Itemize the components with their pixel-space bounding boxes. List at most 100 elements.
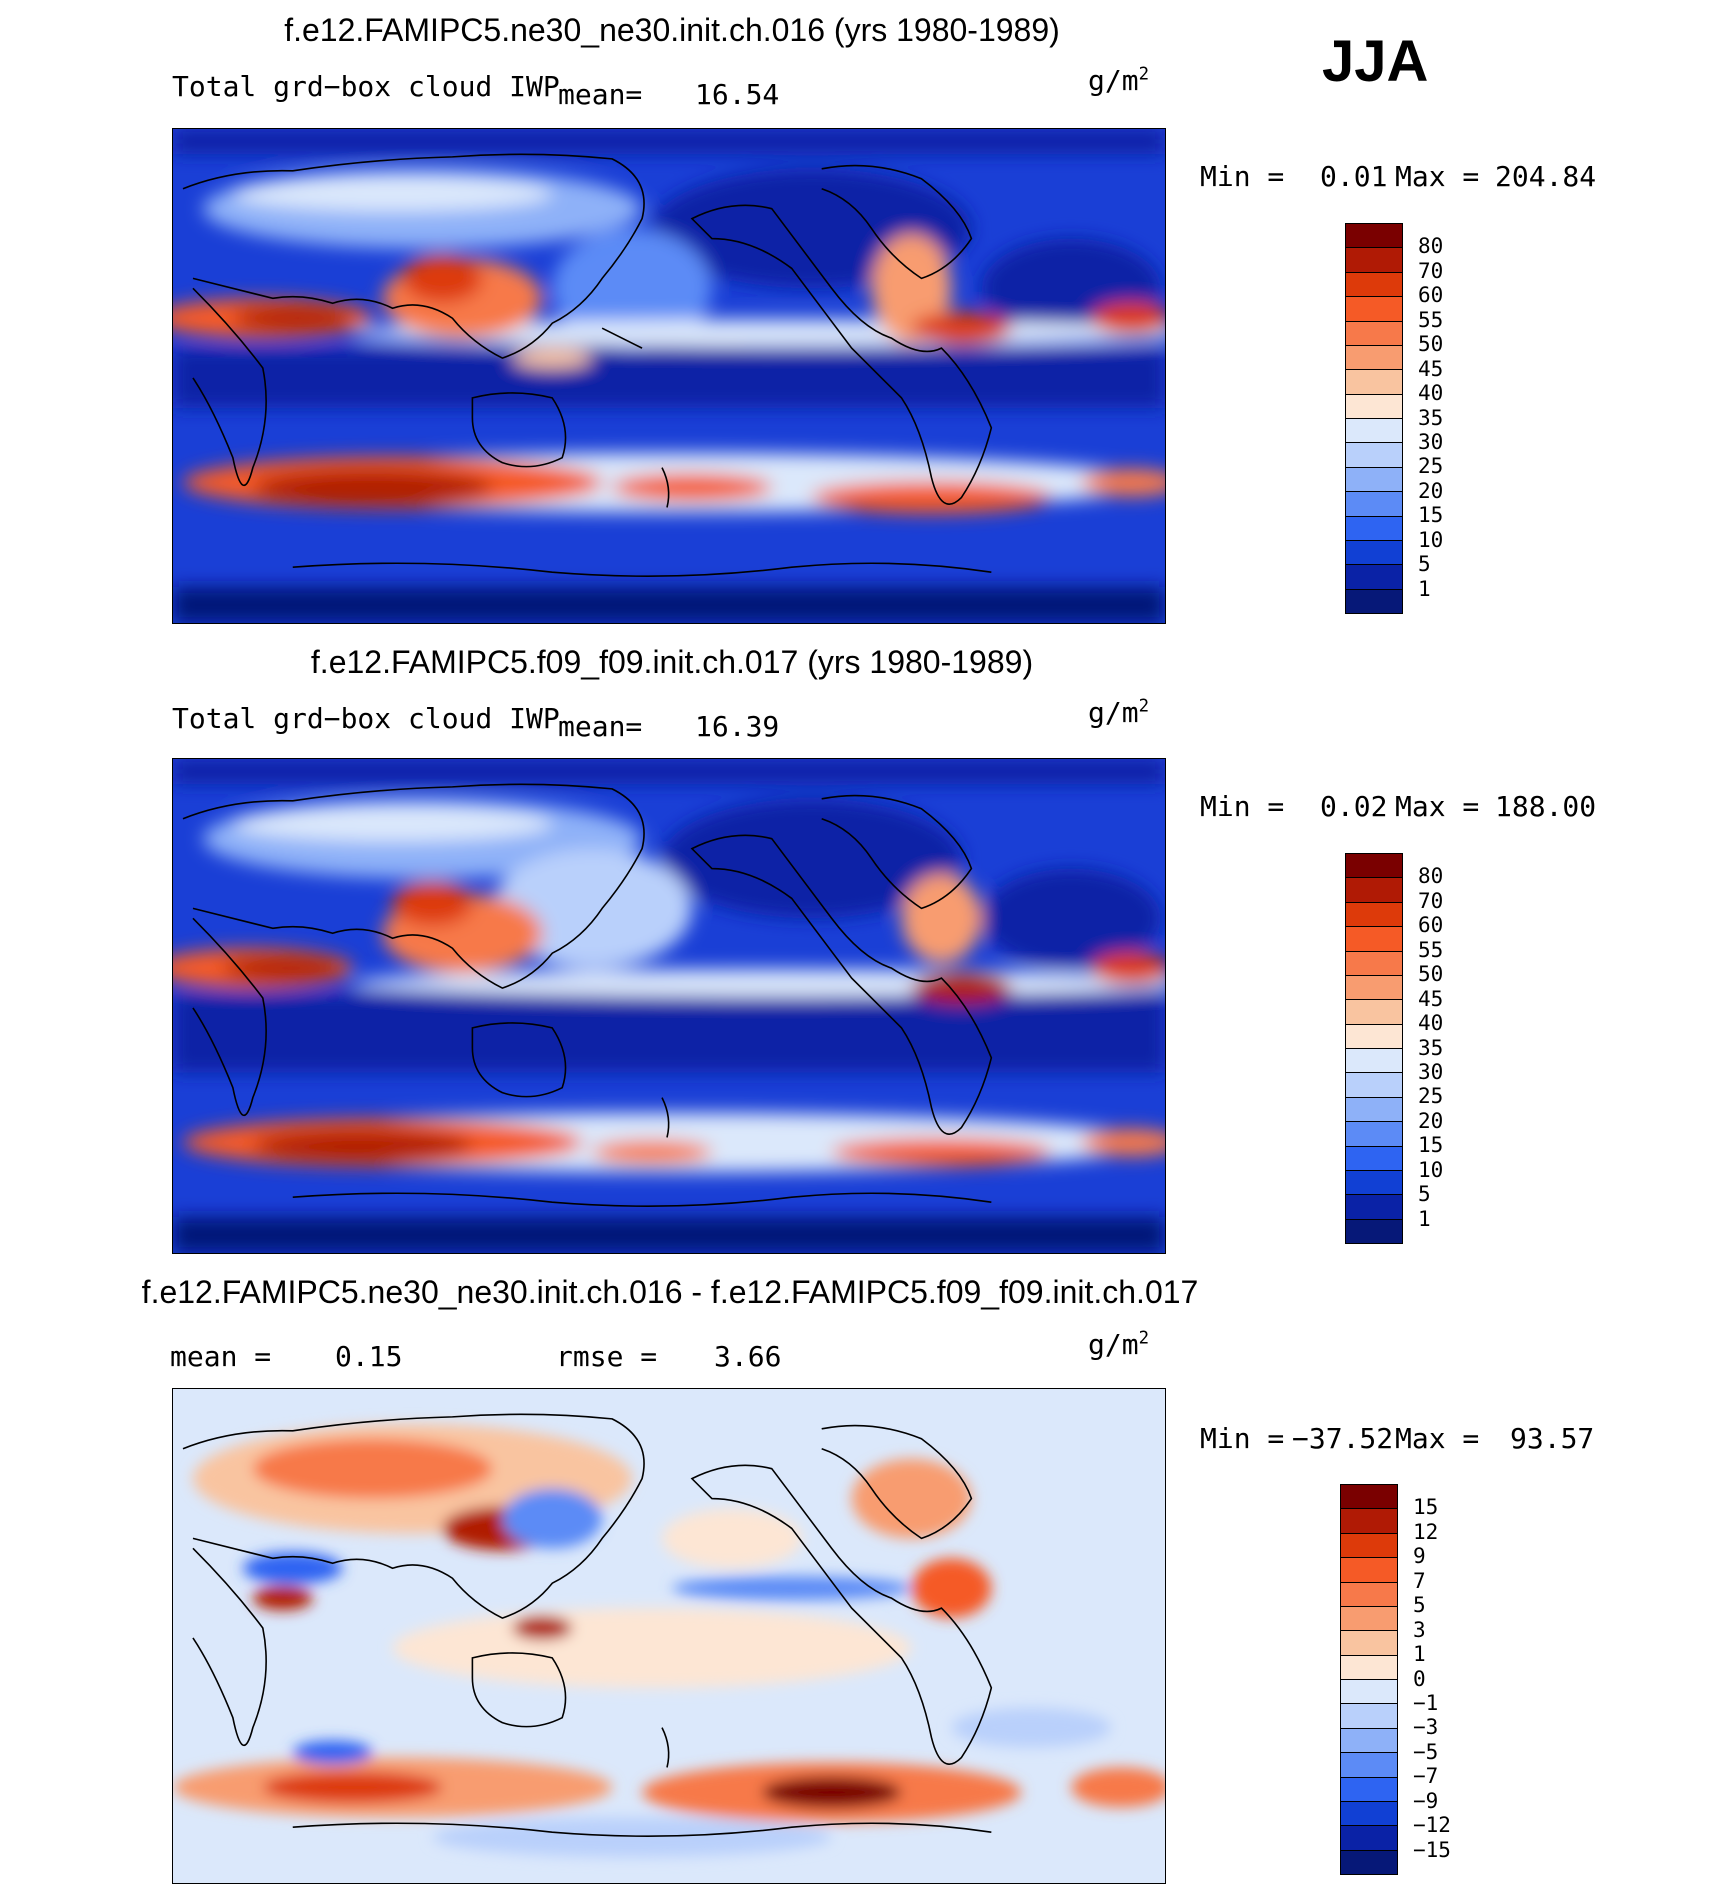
colorbar-swatch [1341,1728,1397,1754]
colorbar-label: 1 [1418,576,1431,601]
colorbar-swatch [1346,1049,1402,1074]
colorbar-label: 5 [1418,552,1431,577]
panel-1-colorbar-labels: 80 70 60 55 50 45 40 35 30 25 20 15 10 5 1 [1418,223,1498,614]
panel-1-units: g/m2 [1088,64,1150,97]
colorbar-swatch [1341,1509,1397,1534]
colorbar-label: 20 [1418,478,1444,503]
colorbar-label: 1 [1418,1206,1431,1231]
panel-1-min-label: Min = [1200,160,1285,193]
colorbar-label: 55 [1418,937,1444,962]
colorbar-label: 0 [1413,1666,1426,1691]
colorbar-label: 50 [1418,962,1444,987]
colorbar-swatch [1341,1485,1397,1510]
panel-2-units: g/m2 [1088,696,1150,729]
panel-3-map [172,1388,1166,1884]
panel-2-variable: Total grd−box cloud IWP [172,702,560,735]
panel-3-colorbar-labels: 15 12 9 7 5 3 1 0 −1 −3 −5 −7 −9 −12 −15 [1413,1484,1493,1875]
colorbar-label: 10 [1418,1157,1444,1182]
colorbar-label: 30 [1418,429,1444,454]
colorbar-swatch [1346,1000,1402,1025]
colorbar-label: 1 [1413,1642,1426,1667]
colorbar-swatch [1346,902,1402,928]
colorbar-swatch [1346,1097,1402,1123]
colorbar-swatch [1346,589,1402,613]
colorbar-swatch [1346,540,1402,566]
colorbar-label: 30 [1418,1059,1444,1084]
colorbar-swatch [1341,1753,1397,1778]
panel-3-min-label: Min = [1200,1422,1285,1455]
colorbar-label: −12 [1413,1813,1451,1838]
colorbar-swatch [1341,1631,1397,1656]
colorbar-swatch [1346,854,1402,879]
panel-2-max-label: Max = [1395,790,1480,823]
colorbar-swatch [1341,1533,1397,1559]
panel-2-title: f.e12.FAMIPC5.f09_f09.init.ch.017 (yrs 1… [310,644,1034,680]
colorbar-swatch [1346,951,1402,976]
colorbar-swatch [1346,443,1402,468]
colorbar-swatch [1346,1170,1402,1196]
colorbar-label: 5 [1418,1182,1431,1207]
panel-2-min-value: 0.02 [1320,790,1388,823]
colorbar-swatch [1346,1024,1402,1049]
season-label: JJA [1322,29,1429,94]
colorbar-label: 40 [1418,1011,1444,1036]
colorbar-swatch [1346,370,1402,395]
colorbar-label: 25 [1418,1084,1444,1109]
panel-3-rmse-label: rmse = [556,1340,658,1373]
colorbar-swatch [1346,297,1402,322]
panel-2-max-value: 188.00 [1495,790,1597,823]
colorbar-swatch [1346,492,1402,517]
colorbar-swatch [1341,1850,1397,1874]
colorbar-swatch [1346,516,1402,541]
colorbar-label: 5 [1413,1593,1426,1618]
colorbar-label: 80 [1418,864,1444,889]
panel-2-colorbar-labels: 80 70 60 55 50 45 40 35 30 25 20 15 10 5 1 [1418,853,1498,1244]
panel-2-min-label: Min = [1200,790,1285,823]
panel-1-title: f.e12.FAMIPC5.ne30_ne30.init.ch.016 (yrs… [284,12,1060,48]
colorbar-swatch [1346,419,1402,444]
colorbar-swatch [1346,321,1402,346]
panel-3-colorbar [1340,1484,1398,1875]
colorbar-swatch [1341,1582,1397,1607]
colorbar-swatch [1346,878,1402,903]
colorbar-swatch [1341,1777,1397,1802]
panel-2-mean-value: 16.39 [695,710,780,743]
panel-1-colorbar [1345,223,1403,614]
panel-1-max-label: Max = [1395,160,1480,193]
colorbar-label: 60 [1418,283,1444,308]
panel-3-title: f.e12.FAMIPC5.ne30_ne30.init.ch.016 - f.… [141,1274,1199,1310]
colorbar-label: 12 [1413,1519,1439,1544]
colorbar-swatch [1346,1219,1402,1243]
panel-2-mean-label: mean= [558,710,643,743]
colorbar-label: 35 [1418,1035,1444,1060]
colorbar-label: 35 [1418,405,1444,430]
colorbar-swatch [1346,467,1402,493]
colorbar-swatch [1346,975,1402,1001]
colorbar-swatch [1346,1073,1402,1098]
panel-1-variable: Total grd−box cloud IWP [172,70,560,103]
colorbar-label: 15 [1418,1133,1444,1158]
colorbar-swatch [1346,248,1402,273]
panel-3-max-value: 93.57 [1510,1422,1595,1455]
colorbar-label: 40 [1418,381,1444,406]
colorbar-swatch [1341,1826,1397,1851]
colorbar-label: 55 [1418,307,1444,332]
panel-3-mean-label: mean = [170,1340,272,1373]
colorbar-swatch [1346,565,1402,590]
colorbar-swatch [1346,272,1402,298]
colorbar-label: −3 [1413,1715,1439,1740]
colorbar-swatch [1341,1558,1397,1583]
colorbar-label: 10 [1418,527,1444,552]
panel-3-max-label: Max = [1395,1422,1480,1455]
colorbar-label: 45 [1418,986,1444,1011]
panel-3-min-value: −37.52 [1292,1422,1394,1455]
panel-1-mean-value: 16.54 [695,78,780,111]
panel-3-units: g/m2 [1088,1328,1150,1361]
colorbar-label: 60 [1418,913,1444,938]
colorbar-swatch [1341,1606,1397,1632]
colorbar-label: 45 [1418,356,1444,381]
colorbar-label: −7 [1413,1764,1439,1789]
colorbar-label: −9 [1413,1788,1439,1813]
colorbar-label: 15 [1413,1495,1439,1520]
panel-1-map [172,128,1166,624]
